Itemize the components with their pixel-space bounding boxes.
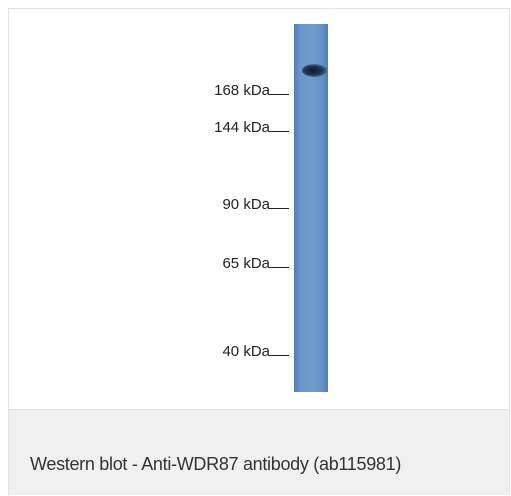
marker-144-kda: 144 kDa xyxy=(169,119,289,141)
marker-tick xyxy=(270,343,289,356)
figure-caption: Western blot - Anti-WDR87 antibody (ab11… xyxy=(30,454,402,474)
blot-lane xyxy=(294,24,328,392)
marker-40-kda: 40 kDa xyxy=(169,343,289,365)
marker-label: 168 kDa xyxy=(214,82,270,99)
marker-90-kda: 90 kDa xyxy=(169,196,289,218)
marker-tick xyxy=(270,82,289,95)
caption-bar: Western blot - Anti-WDR87 antibody (ab11… xyxy=(9,409,509,495)
marker-tick xyxy=(270,196,289,209)
western-blot-image: 168 kDa 144 kDa 90 kDa 65 kDa 40 kDa xyxy=(9,9,509,409)
marker-label: 144 kDa xyxy=(214,119,270,136)
marker-label: 90 kDa xyxy=(222,196,270,213)
figure-card: 168 kDa 144 kDa 90 kDa 65 kDa 40 kDa Wes… xyxy=(8,8,510,495)
marker-tick xyxy=(270,255,289,268)
marker-label: 40 kDa xyxy=(222,343,270,360)
marker-168-kda: 168 kDa xyxy=(169,82,289,104)
marker-label: 65 kDa xyxy=(222,255,270,272)
marker-65-kda: 65 kDa xyxy=(169,255,289,277)
marker-tick xyxy=(270,119,289,132)
protein-band xyxy=(302,64,327,77)
